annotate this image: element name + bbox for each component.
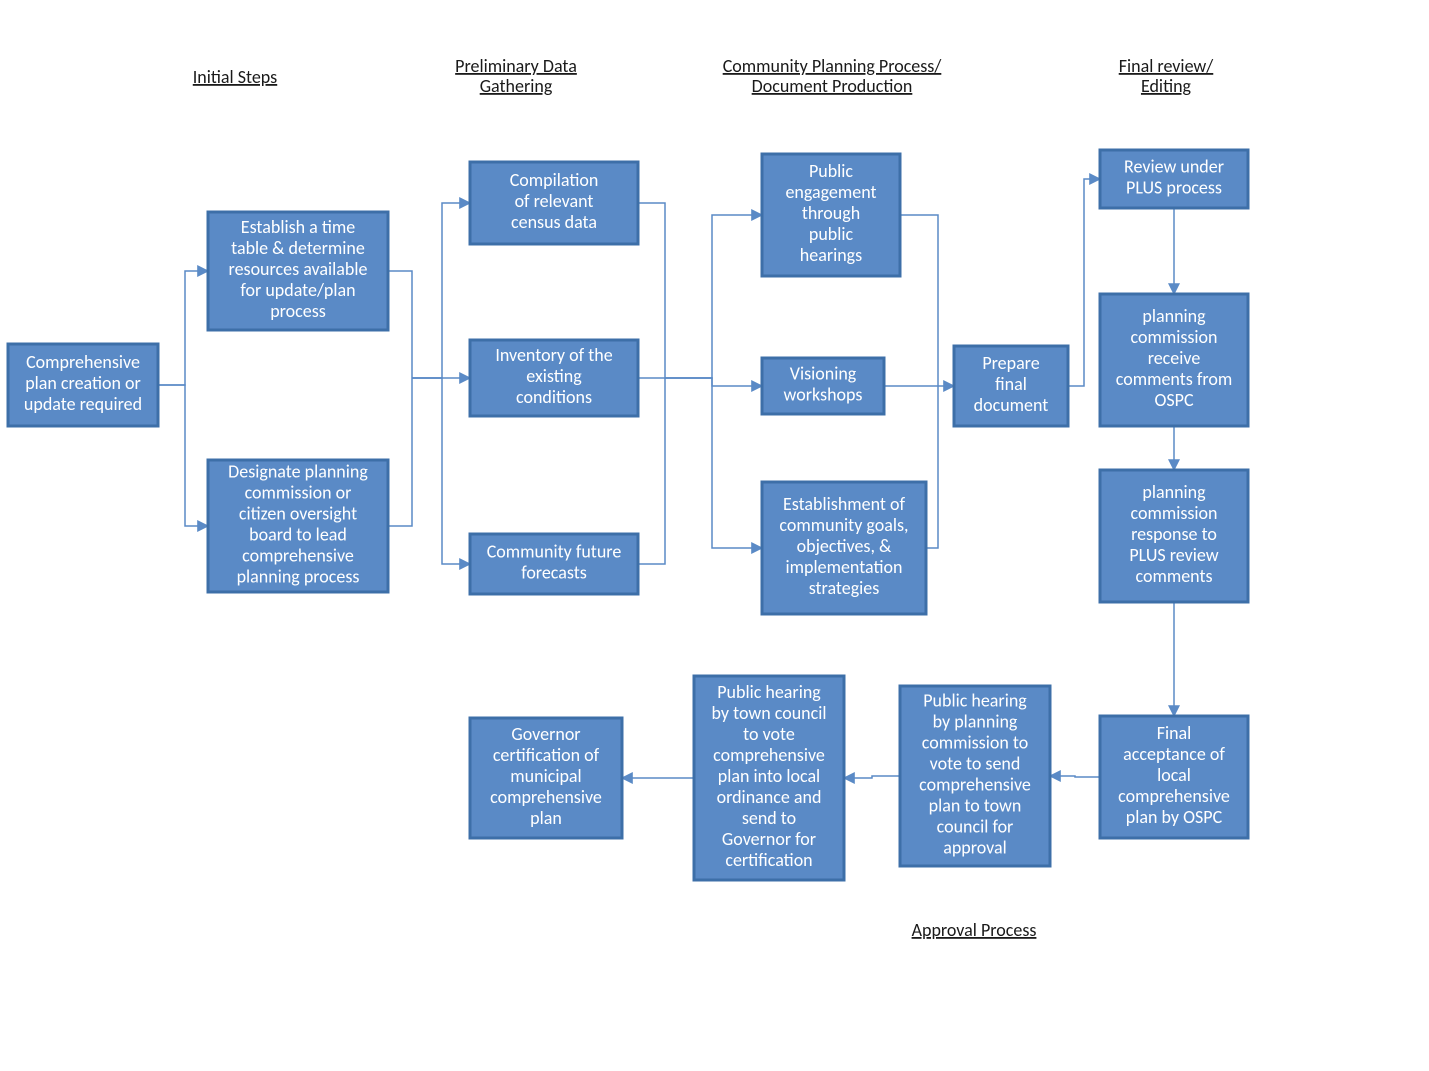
flow-node-label: planningcommissionresponse toPLUS review… [1129, 481, 1218, 587]
flow-node: Visioningworkshops [762, 358, 884, 414]
flow-node: Public hearingby planningcommission tovo… [900, 686, 1050, 866]
flow-node: Designate planningcommission orcitizen o… [208, 460, 388, 592]
flow-edge [412, 203, 470, 378]
flow-node: Establish a timetable & determineresourc… [208, 212, 388, 330]
flow-edge [665, 378, 762, 548]
flow-edge [844, 776, 900, 778]
flow-node: planningcommissionreceivecomments fromOS… [1100, 294, 1248, 426]
flow-node: Community futureforecasts [470, 534, 638, 594]
flow-node: Finalacceptance oflocalcomprehensiveplan… [1100, 716, 1248, 838]
flow-edge [665, 378, 762, 386]
flow-node: planningcommissionresponse toPLUS review… [1100, 470, 1248, 602]
flow-node-label: Visioningworkshops [784, 363, 863, 406]
flow-node-label: Compilationof relevantcensus data [510, 169, 599, 233]
flow-node: Inventory of theexistingconditions [470, 340, 638, 416]
column-header: Community Planning Process/Document Prod… [723, 55, 943, 97]
flow-node: Governorcertification ofmunicipalcompreh… [470, 718, 622, 838]
flow-node: Comprehensiveplan creation orupdate requ… [8, 344, 158, 426]
flow-edge [926, 386, 938, 548]
flow-edge [638, 378, 665, 564]
flow-edge [412, 378, 470, 564]
flow-edge [388, 271, 412, 378]
column-header: Final review/Editing [1119, 55, 1215, 97]
flow-edge [1050, 776, 1100, 777]
flow-node-label: Review underPLUS process [1124, 156, 1224, 199]
flow-edge [388, 378, 412, 526]
flow-edge [158, 385, 208, 526]
flow-node: Establishment ofcommunity goals,objectiv… [762, 482, 926, 614]
flow-edge [638, 203, 665, 378]
flow-node: Review underPLUS process [1100, 150, 1248, 208]
flow-edge [1068, 179, 1100, 386]
flow-node: Publicengagementthroughpublichearings [762, 154, 900, 276]
column-header: Initial Steps [193, 66, 277, 88]
flow-node-label: Designate planningcommission orcitizen o… [228, 461, 368, 588]
flow-edge [158, 271, 208, 385]
column-header: Approval Process [912, 919, 1037, 941]
flow-node: Preparefinaldocument [954, 346, 1068, 426]
flow-edge [665, 215, 762, 378]
flow-node-label: Public hearingby town councilto votecomp… [712, 681, 827, 871]
flowchart-canvas: Initial Steps Preliminary DataGathering Co… [0, 0, 1429, 1071]
column-header: Preliminary DataGathering [455, 55, 577, 97]
flow-node-label: Comprehensiveplan creation orupdate requ… [24, 351, 142, 415]
flow-node: Public hearingby town councilto votecomp… [694, 676, 844, 880]
flow-edge [900, 215, 938, 386]
flow-node: Compilationof relevantcensus data [470, 162, 638, 244]
